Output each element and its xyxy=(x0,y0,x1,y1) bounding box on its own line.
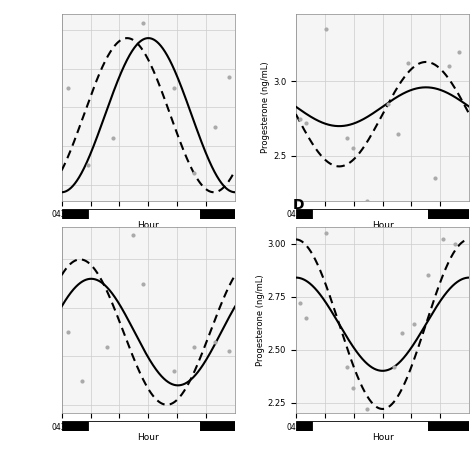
Bar xyxy=(62,209,88,219)
Point xyxy=(343,134,351,142)
Point xyxy=(404,60,412,67)
Bar xyxy=(62,421,88,431)
Bar xyxy=(296,421,312,431)
X-axis label: Hour: Hour xyxy=(372,221,393,230)
Y-axis label: Progesterone (ng/mL): Progesterone (ng/mL) xyxy=(261,62,270,153)
Point xyxy=(349,145,357,152)
Point xyxy=(364,197,371,204)
Point xyxy=(211,338,219,346)
Point xyxy=(390,363,398,370)
Point xyxy=(439,236,447,243)
Point xyxy=(225,73,233,81)
Point xyxy=(170,84,178,92)
Point xyxy=(109,135,117,142)
Bar xyxy=(428,421,469,431)
Point xyxy=(225,347,233,355)
Point xyxy=(296,299,304,307)
Point xyxy=(211,123,219,130)
Bar xyxy=(312,209,428,219)
Bar xyxy=(312,421,428,431)
Point xyxy=(191,343,198,350)
Bar xyxy=(88,209,201,219)
Text: D: D xyxy=(292,198,304,212)
Point xyxy=(343,363,351,370)
X-axis label: Hour: Hour xyxy=(372,433,393,442)
Point xyxy=(103,343,110,350)
Point xyxy=(64,328,72,336)
Point xyxy=(84,162,92,169)
X-axis label: Hour: Hour xyxy=(137,221,159,230)
Point xyxy=(129,231,137,239)
Point xyxy=(302,119,310,127)
Bar xyxy=(201,209,235,219)
Bar xyxy=(428,209,469,219)
Point xyxy=(451,240,459,247)
Point xyxy=(296,115,304,122)
Bar xyxy=(201,421,235,431)
Point xyxy=(349,384,357,392)
Point xyxy=(64,84,72,92)
Point xyxy=(394,130,401,137)
Point xyxy=(410,320,418,328)
Point xyxy=(139,280,147,287)
Point xyxy=(302,314,310,322)
Point xyxy=(323,25,330,33)
Point xyxy=(445,63,453,70)
Point xyxy=(170,367,178,374)
Point xyxy=(364,405,371,413)
Point xyxy=(455,48,463,55)
Bar xyxy=(296,209,312,219)
Point xyxy=(191,169,198,177)
Y-axis label: Progesterone (ng/mL): Progesterone (ng/mL) xyxy=(256,274,265,366)
Bar xyxy=(88,421,201,431)
Point xyxy=(323,229,330,237)
Point xyxy=(398,329,406,337)
X-axis label: Hour: Hour xyxy=(137,433,159,442)
Point xyxy=(384,100,392,108)
Point xyxy=(431,174,438,182)
Point xyxy=(139,19,147,27)
Point xyxy=(78,377,86,384)
Point xyxy=(425,272,432,279)
